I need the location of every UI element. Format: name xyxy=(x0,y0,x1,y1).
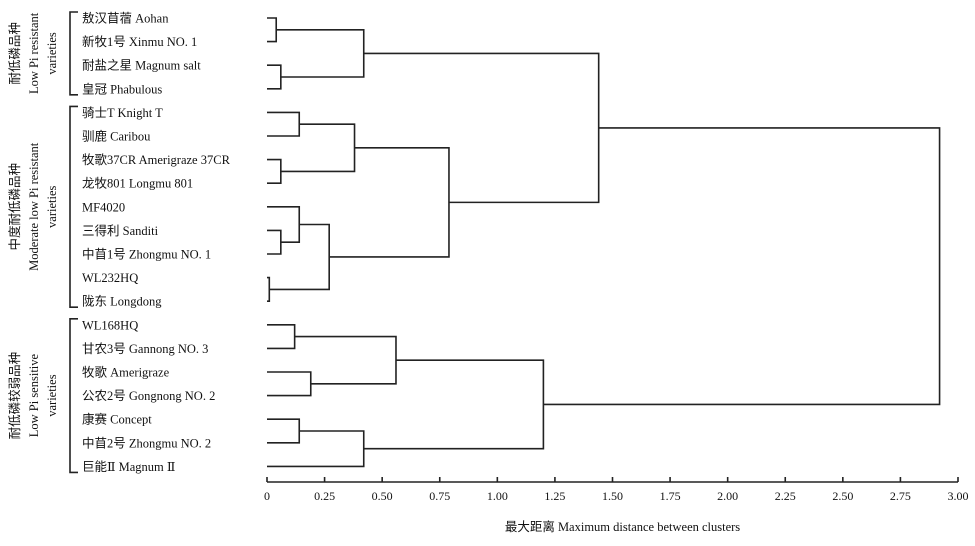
x-tick-label: 1.50 xyxy=(602,489,623,503)
x-tick-label: 2.25 xyxy=(775,489,796,503)
x-axis: 0 0.25 0.50 0.75 1.00 1.25 1.50 1.75 2.00 2.25 2.5… xyxy=(264,477,969,503)
x-tick-label: 2.00 xyxy=(717,489,738,503)
merge-branch xyxy=(329,147,450,258)
dendrogram-branches xyxy=(267,17,941,468)
leaf-label: 陇东 Longdong xyxy=(82,294,162,309)
group-label: varieties xyxy=(45,32,59,74)
leaf-label: 驯鹿 Caribou xyxy=(82,129,151,144)
group-label: 中度耐低磷品种 xyxy=(7,163,22,251)
leaf-label: WL232HQ xyxy=(82,271,138,285)
merge-branch xyxy=(363,52,600,204)
x-tick-label: 1.25 xyxy=(544,489,565,503)
group-bracket xyxy=(69,318,78,474)
merge-branch xyxy=(267,276,271,302)
merge-branch xyxy=(267,17,278,43)
merge-branch xyxy=(276,29,365,78)
merge-branch xyxy=(267,430,365,468)
group-label: Moderate low Pi resistant xyxy=(27,142,41,271)
group-bracket xyxy=(69,105,78,308)
x-tick-label: 0.25 xyxy=(314,489,335,503)
leaf-label: 康赛 Concept xyxy=(82,412,152,427)
group-bracket xyxy=(69,11,78,96)
group-label: varieties xyxy=(45,374,59,416)
x-tick-label: 2.50 xyxy=(832,489,853,503)
merge-branch xyxy=(280,123,356,173)
leaf-label: 皇冠 Phabulous xyxy=(82,82,162,96)
merge-branch xyxy=(543,127,941,406)
leaf-label: 骑士T Knight T xyxy=(82,106,163,120)
x-tick-label: 3.00 xyxy=(948,489,969,503)
merge-branch xyxy=(267,371,312,397)
leaf-label: 中苜2号 Zhongmu NO. 2 xyxy=(82,435,211,450)
group-label: Low Pi sensitive xyxy=(27,353,41,437)
merge-branch xyxy=(294,335,397,385)
merge-branch xyxy=(267,229,282,255)
leaf-label: 敖汉苜蓿 Aohan xyxy=(82,11,169,26)
leaf-label: WL168HQ xyxy=(82,318,138,332)
leaf-label: 牧歌37CR Amerigraze 37CR xyxy=(82,152,231,167)
merge-branch xyxy=(267,324,296,350)
leaf-label: MF4020 xyxy=(82,200,125,214)
leaf-label: 三得利 Sanditi xyxy=(82,223,159,238)
merge-branch xyxy=(267,111,301,137)
merge-branch xyxy=(267,206,301,243)
group-label: varieties xyxy=(45,185,59,227)
x-tick-label: 0.50 xyxy=(372,489,393,503)
leaf-label: 公农2号 Gongnong NO. 2 xyxy=(82,389,215,403)
group-brackets: 耐低磷品种 Low Pi resistant varieties 中度耐低磷品种 Mod… xyxy=(7,11,78,474)
merge-branch xyxy=(267,158,282,184)
group-label: 耐低磷较弱品种 xyxy=(7,352,22,440)
x-tick-label: 1.00 xyxy=(487,489,508,503)
leaf-labels: 敖汉苜蓿 Aohan 新牧1号 Xinmu NO. 1 耐盐之星 Magnum sa… xyxy=(82,11,231,474)
x-axis-label: 最大距离 Maximum distance between clusters xyxy=(505,519,740,534)
merge-branch xyxy=(267,418,301,444)
leaf-label: 甘农3号 Gannong NO. 3 xyxy=(82,342,208,356)
leaf-label: 巨能Ⅱ Magnum Ⅱ xyxy=(82,460,175,474)
leaf-label: 耐盐之星 Magnum salt xyxy=(82,59,201,73)
leaf-label: 龙牧801 Longmu 801 xyxy=(82,177,193,191)
x-tick-label: 0.75 xyxy=(429,489,450,503)
group-label: Low Pi resistant xyxy=(27,12,41,94)
x-tick-label: 1.75 xyxy=(660,489,681,503)
group-label: 耐低磷品种 xyxy=(7,22,22,85)
leaf-label: 牧歌 Amerigraze xyxy=(82,365,170,380)
merge-branch xyxy=(267,64,282,90)
x-tick-label: 2.75 xyxy=(890,489,911,503)
leaf-label: 新牧1号 Xinmu NO. 1 xyxy=(82,34,197,49)
leaf-label: 中苜1号 Zhongmu NO. 1 xyxy=(82,247,211,262)
x-tick-label: 0 xyxy=(264,489,270,503)
merge-branch xyxy=(363,359,545,450)
